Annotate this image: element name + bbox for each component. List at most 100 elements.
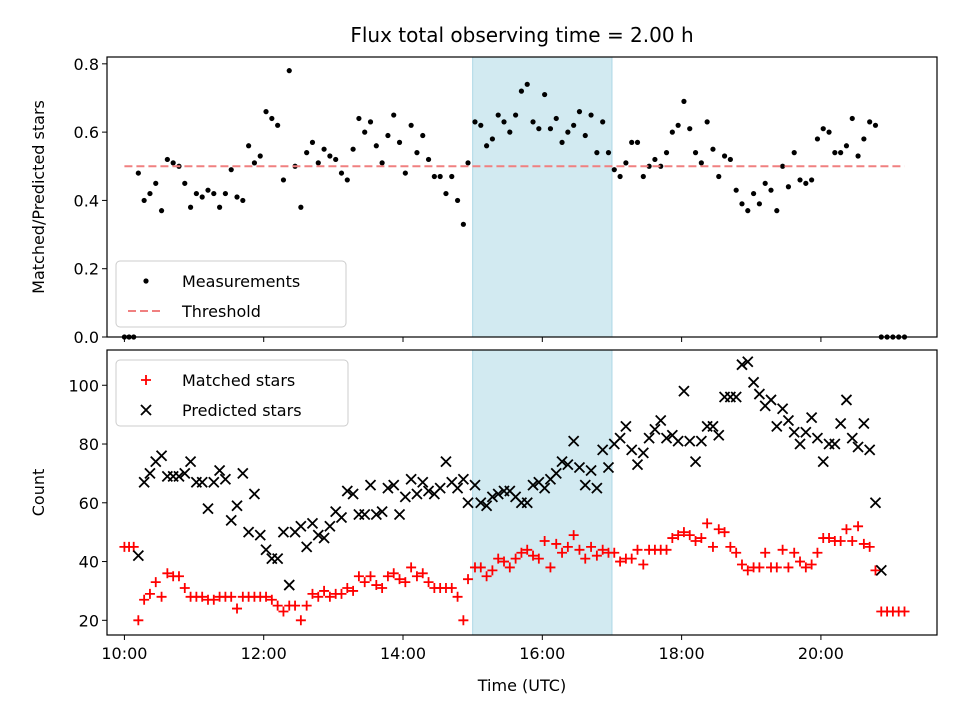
data-point [611,167,617,173]
data-point [449,173,455,180]
data-point [847,535,858,546]
data-point [600,119,606,125]
y-axis-label: Count [29,469,48,517]
data-point [824,533,835,544]
panel-2: 20 40 60 80 100 10:00 12:00 14:00 16:00 18:00 20:0… [29,349,938,695]
y-axis-label: Matched/Predicted stars [29,100,48,294]
data-point [605,150,612,156]
data-point [713,524,724,535]
data-point [475,497,487,509]
data-point [359,508,371,521]
legend-box [115,260,347,328]
data-point [562,541,573,552]
data-point [246,143,252,149]
y-tick-label: 20 [79,611,99,630]
data-point [631,458,644,471]
data-point [425,156,432,163]
data-point [649,423,661,435]
data-point [304,150,310,156]
data-point [301,600,312,611]
data-point [760,547,771,558]
data-point [638,559,649,570]
data-point [504,562,515,573]
data-point [411,488,423,500]
data-point [382,571,393,582]
data-point [231,500,243,512]
data-point [344,177,350,183]
series-measurements [121,68,908,340]
data-point [614,432,626,444]
data-point [852,441,864,453]
data-point [562,458,574,471]
chart-title: Flux total observing time = 2.00 h [350,23,693,47]
data-point [675,122,681,128]
data-point [846,432,858,444]
data-point [794,438,806,450]
data-point [643,432,655,444]
data-point [574,544,585,555]
data-point [528,550,539,561]
data-point [655,414,667,427]
x-tick-label: 20:00 [798,644,844,663]
data-point [257,153,263,159]
data-point [295,520,307,532]
data-point [254,529,266,541]
data-point [660,432,673,444]
data-point [196,476,208,488]
data-point [394,574,405,585]
data-point [667,533,678,544]
data-point [692,150,699,156]
data-point [840,394,853,406]
data-point [869,497,882,509]
y-tick-label: 0.8 [74,55,99,74]
data-point [820,126,826,132]
data-point [585,464,597,477]
data-point [228,167,234,173]
data-point [362,129,368,135]
data-point [538,482,551,494]
data-point [158,208,165,214]
data-point [681,98,687,104]
data-point [864,444,876,456]
data-point [522,544,533,555]
data-point [707,420,719,433]
data-point [835,417,847,430]
data-point [213,464,226,477]
data-point [240,197,246,204]
data-point [597,444,609,456]
data-point [205,187,211,193]
data-point [370,508,382,521]
data-point [309,139,316,145]
data-point [736,559,747,570]
data-point [472,119,478,125]
data-point [458,615,469,626]
data-point [327,153,333,159]
data-point [762,180,768,186]
data-point [516,547,527,558]
data-point [527,479,539,491]
data-point [817,456,829,468]
data-point [139,594,150,605]
data-point [222,190,229,197]
data-point [150,577,161,588]
data-point [754,562,765,573]
data-point [530,119,536,125]
shaded-region [472,56,613,338]
data-point [388,568,399,579]
y-tick-label: 0.0 [74,328,99,347]
data-point [615,556,626,567]
data-point [197,591,208,602]
data-point [341,485,353,497]
data-point [687,126,693,132]
data-point [211,190,217,197]
data-point [678,527,689,538]
data-point [591,482,603,494]
data-point [858,538,869,549]
data-point [499,556,510,567]
data-point [138,476,150,488]
data-point [226,591,237,602]
data-point [747,376,760,388]
data-point [829,438,841,450]
data-point [835,535,846,546]
data-point [814,136,821,142]
